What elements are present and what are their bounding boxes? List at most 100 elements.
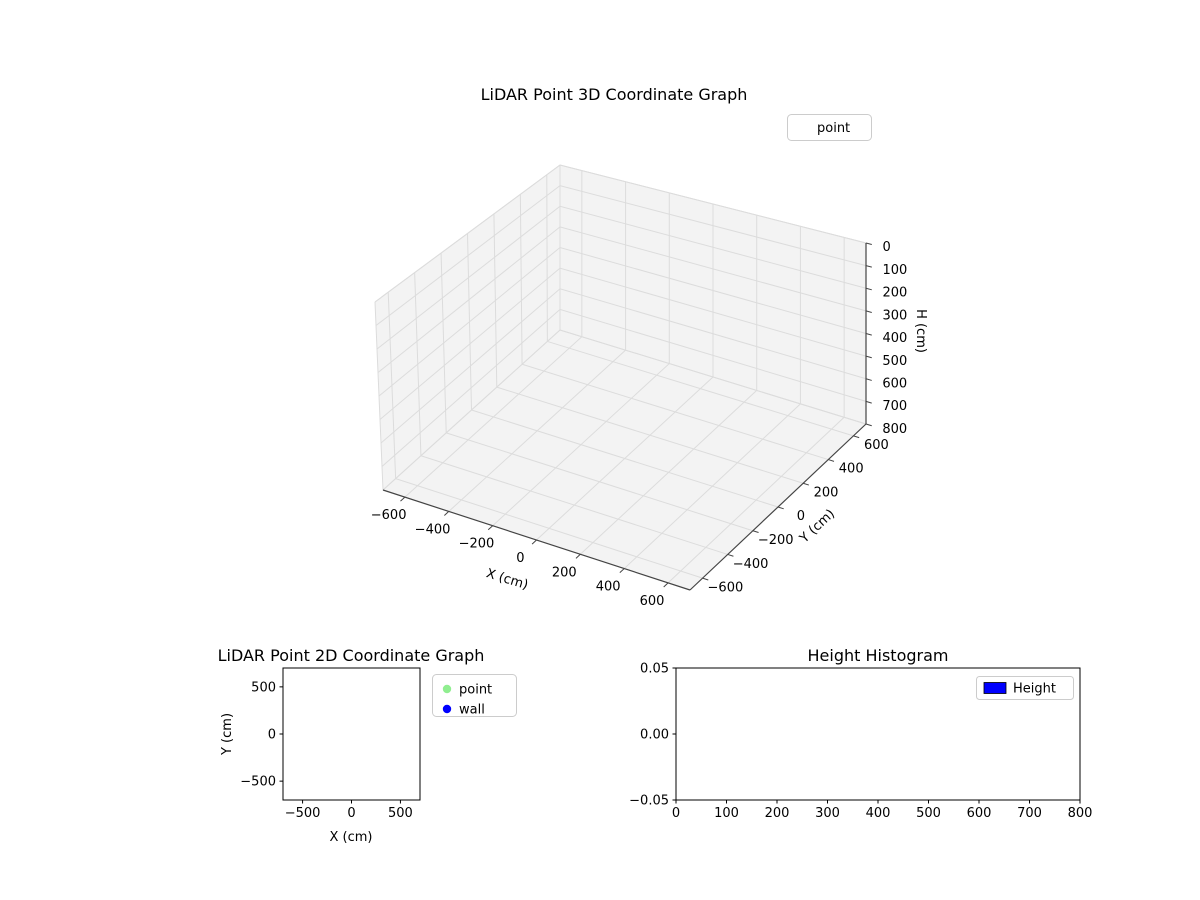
plot3d-z-grid-line (374, 164, 867, 303)
plot3d-z-grid-line (381, 308, 867, 467)
plot3d-z-tick-label: 100 (883, 263, 908, 278)
histogram-title: Height Histogram (808, 646, 949, 665)
plot2d-title: LiDAR Point 2D Coordinate Graph (218, 646, 485, 665)
plot3d-z-grid-line (375, 185, 867, 326)
plot2d-x-axis-label: X (cm) (330, 830, 373, 845)
plot3d-z-tick-mark (865, 333, 872, 336)
plot3d-x-tick-mark (531, 539, 537, 545)
plot3d-x-axis-label: X (cm) (484, 566, 530, 593)
plot3d-axis-lines (382, 242, 872, 591)
plot3d-y-tick-label: 400 (839, 462, 864, 477)
plot3d-y-tick-mark (802, 482, 810, 486)
histogram-legend-swatch-icon (983, 682, 1007, 694)
plot2d-legend-label-wall: wall (459, 703, 485, 718)
plot3d-z-tick-label: 600 (882, 376, 907, 391)
plot3d-legend-box (787, 114, 872, 141)
plot3d-y-tick-label: 200 (814, 485, 839, 500)
plot3d-z-tick-mark (865, 287, 872, 291)
plot3d-z-grid-line (378, 246, 867, 397)
plot3d-z-grid-line (379, 267, 867, 420)
plot3d-x-tick-mark (575, 553, 581, 559)
plot3d-y-tick-label: −200 (758, 533, 794, 548)
histogram-x-tick-label: 700 (1017, 806, 1042, 821)
histogram: Height Histogram 0 100 200 300 400 500 600 700 8… (629, 646, 1092, 821)
plot3d-z-tick-label: 400 (882, 331, 907, 346)
plot3d-y-axis-line (689, 423, 867, 591)
plot3d-z-tick-label: 300 (882, 308, 907, 323)
histogram-ticks: 0 100 200 300 400 500 600 700 800 0.05 0.00 −0.05 (629, 662, 1092, 822)
plot2d-y-tick-label: 500 (251, 680, 276, 695)
plot2d-y-axis-label: Y (cm) (220, 713, 235, 756)
plot3d-z-grid-line (382, 329, 867, 491)
plot2d-legend-marker-point-icon (442, 684, 452, 694)
plot3d-x-tick-mark (663, 582, 669, 588)
plot3d-z-tick-label: 700 (882, 399, 907, 414)
plot3d-tick-labels: −600−400−2000200400600−600−400−200020040… (371, 240, 908, 609)
plot3d-z-tick-mark (865, 242, 872, 245)
plot3d-x-tick-label: 0 (516, 551, 524, 566)
plot3d-z-tick-label: 500 (882, 354, 907, 369)
plot3d-y-tick-label: 0 (797, 509, 805, 524)
plot3d-x-tick-label: −200 (459, 537, 495, 552)
plot3d-y-tick-mark (853, 435, 860, 439)
plot3d-x-tick-label: −400 (415, 522, 451, 537)
plot2d-x-tick-label: 0 (347, 806, 355, 821)
histogram-x-tick-label: 800 (1068, 806, 1093, 821)
plot2d-legend: point wall (432, 674, 517, 718)
plot2d-y-tick-label: 0 (268, 728, 276, 743)
plot3d-y-tick-mark (777, 506, 784, 510)
plot3d-z-tick-mark (865, 400, 872, 404)
histogram-x-tick-label: 0 (672, 806, 680, 821)
plot3d-z-tick-label: 0 (883, 240, 891, 255)
plot2d-x-tick-label: −500 (285, 806, 321, 821)
plot2d-legend-label-point: point (459, 683, 492, 698)
histogram-x-tick-label: 600 (967, 806, 992, 821)
histogram-x-tick-label: 100 (714, 806, 739, 821)
plot2d-x-tick-label: 500 (388, 806, 413, 821)
plot3d-gridlines (374, 164, 867, 584)
plot3d-z-tick-mark (865, 378, 872, 381)
plot3d-z-tick-label: 800 (882, 422, 907, 437)
plot3d-x-tick-mark (487, 525, 493, 531)
histogram-x-tick-label: 300 (815, 806, 840, 821)
histogram-y-tick-label: 0.00 (640, 728, 669, 743)
histogram-x-tick-label: 500 (916, 806, 941, 821)
plot3d-x-axis-line (382, 489, 691, 591)
plot3d-z-tick-label: 200 (882, 286, 907, 301)
histogram-legend: Height (976, 676, 1074, 700)
plot3d-y-tick-mark (828, 459, 835, 462)
histogram-x-tick-label: 400 (866, 806, 891, 821)
plot3d-y-tick-label: −400 (733, 557, 769, 572)
histogram-y-tick-label: −0.05 (629, 794, 669, 809)
plot3d-x-tick-label: 400 (596, 580, 621, 595)
plot3d-x-tick-mark (400, 496, 406, 502)
plot2d-legend-box (432, 674, 517, 717)
plot3d-x-tick-mark (444, 511, 450, 516)
histogram-legend-label: Height (1013, 682, 1056, 697)
histogram-x-tick-label: 200 (765, 806, 790, 821)
plot3d-z-tick-mark (865, 423, 872, 427)
plot3d-z-tick-mark (865, 265, 872, 268)
plot3d-y-tick-mark (752, 530, 759, 534)
plot3d-bottom-pane (383, 330, 866, 590)
plot3d-x-tick-mark (619, 568, 625, 574)
plot3d-x-tick-label: 600 (640, 594, 665, 609)
plot3d-y-tick-mark (727, 553, 734, 557)
plot3d-x-tick-label: −600 (371, 508, 407, 523)
plot3d-z-tick-mark (865, 310, 872, 313)
plot2d-axes-box (282, 667, 421, 801)
histogram-y-tick-label: 0.05 (640, 662, 669, 677)
plot3d-z-grid-line (380, 288, 867, 444)
plot3d-title: LiDAR Point 3D Coordinate Graph (481, 85, 748, 104)
plot2d-legend-marker-wall-icon (442, 704, 452, 714)
plot3d-z-grid-line (377, 226, 867, 373)
plot3d-z-tick-mark (865, 355, 872, 359)
plot2d-ticks: −500 0 500 500 0 −500 (240, 680, 413, 821)
plot3d: LiDAR Point 3D Coordinate Graph −600 −400… (371, 85, 928, 609)
plot3d-z-axis-label: H (cm) (913, 309, 928, 353)
plot3d-legend-label-point: point (817, 121, 850, 136)
plot3d-x-tick-label: 200 (552, 565, 577, 580)
plot3d-y-tick-label: 600 (864, 438, 889, 453)
plot2d: LiDAR Point 2D Coordinate Graph −500 0 500… (218, 646, 517, 845)
